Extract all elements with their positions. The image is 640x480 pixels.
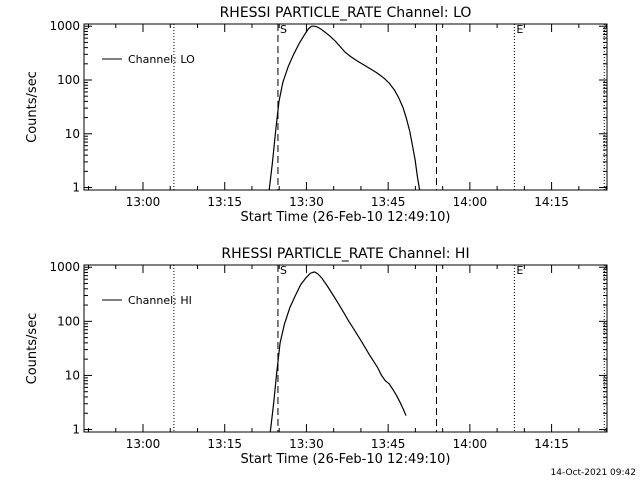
plot-frame bbox=[83, 264, 608, 433]
series-line bbox=[269, 271, 407, 433]
marker-label: E bbox=[516, 23, 523, 36]
x-tick-label: 14:00 bbox=[453, 437, 488, 451]
y-tick-label: 10 bbox=[65, 127, 80, 141]
plot-frame bbox=[83, 23, 608, 191]
x-tick-label: 13:15 bbox=[207, 195, 242, 209]
x-axis-label: Start Time (26-Feb-10 12:49:10) bbox=[241, 452, 451, 467]
series-line bbox=[268, 25, 421, 191]
legend-label: Channel: LO bbox=[128, 53, 195, 66]
x-tick-label: 13:30 bbox=[289, 437, 324, 451]
chart-hi: RHESSI PARTICLE_RATE Channel: HI 13:00 13:… bbox=[25, 246, 608, 467]
marker-label: S bbox=[280, 23, 287, 36]
marker-label: S bbox=[280, 264, 287, 277]
y-axis-label: Counts/sec bbox=[25, 313, 40, 385]
x-tick-label: 13:45 bbox=[371, 437, 406, 451]
x-tick-label: 14:00 bbox=[453, 195, 488, 209]
y-tick-label: 1000 bbox=[49, 260, 80, 274]
chart-title: RHESSI PARTICLE_RATE Channel: HI bbox=[221, 246, 469, 262]
x-axis-label: Start Time (26-Feb-10 12:49:10) bbox=[241, 210, 451, 225]
y-tick-label: 100 bbox=[57, 73, 80, 87]
chart-lo: RHESSI PARTICLE_RATE Channel: LO 13:00 13:… bbox=[25, 5, 608, 225]
y-tick-label: 1 bbox=[72, 181, 80, 195]
x-tick-label: 13:00 bbox=[126, 195, 161, 209]
y-tick-label: 100 bbox=[57, 314, 80, 328]
x-tick-label: 13:45 bbox=[371, 195, 406, 209]
x-tick-label: 14:15 bbox=[534, 437, 569, 451]
x-tick-label: 14:15 bbox=[534, 195, 569, 209]
x-tick-label: 13:15 bbox=[207, 437, 242, 451]
y-tick-label: 1000 bbox=[49, 19, 80, 33]
marker-label: E bbox=[516, 264, 523, 277]
timestamp-footer: 14-Oct-2021 09:42 bbox=[551, 468, 636, 478]
x-tick-label: 13:30 bbox=[289, 195, 324, 209]
x-tick-label: 13:00 bbox=[126, 437, 161, 451]
y-tick-label: 10 bbox=[65, 368, 80, 382]
legend-label: Channel: HI bbox=[128, 294, 192, 307]
chart-title: RHESSI PARTICLE_RATE Channel: LO bbox=[220, 5, 472, 21]
y-tick-label: 1 bbox=[72, 423, 80, 437]
y-axis-label: Counts/sec bbox=[25, 71, 40, 143]
